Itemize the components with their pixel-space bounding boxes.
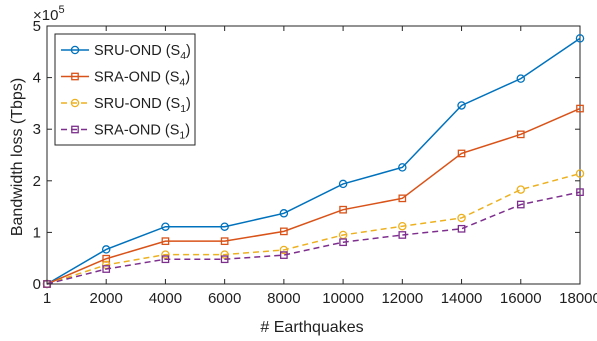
x-tick-label: 12000 [381, 290, 423, 307]
x-tick-label: 1 [43, 290, 51, 307]
data-point [516, 130, 525, 139]
legend: SRU-OND (S4) SRA-OND (S4) SRU-OND (S1) SRA-… [54, 33, 196, 146]
data-point [398, 194, 407, 203]
y-axis-label: Bandwidth loss (Tbps) [9, 78, 26, 236]
y-tick-label: 1 [33, 224, 41, 241]
data-point [398, 163, 407, 172]
legend-swatch-marker [71, 125, 79, 134]
legend-item: SRU-OND (S1) [61, 96, 191, 115]
y-exponent-label: ×105 [33, 4, 65, 24]
legend-item: SRU-OND (S4) [61, 43, 191, 62]
legend-label: SRA-OND (S4) [94, 70, 190, 89]
data-point [516, 185, 526, 194]
data-point [102, 265, 111, 273]
series-2 [43, 104, 584, 288]
legend-label: SRU-OND (S1) [94, 96, 191, 115]
data-point [575, 34, 585, 43]
series-4 [43, 188, 584, 288]
x-tick-label: 2000 [90, 290, 123, 307]
series-line [46, 37, 581, 285]
legend-swatch-marker [70, 98, 80, 108]
data-point [101, 245, 111, 254]
x-tick-label: 18000 [559, 290, 597, 307]
data-point [220, 237, 229, 246]
data-point [220, 222, 229, 231]
data-point [161, 255, 170, 264]
x-tick-label: 10000 [322, 290, 364, 307]
x-axis-label: # Earthquakes [260, 319, 363, 336]
x-tick-label: 8000 [267, 290, 300, 307]
legend-label: SRU-OND (S4) [94, 43, 191, 62]
y-tick-label: 0 [33, 276, 41, 293]
data-point [457, 149, 466, 158]
x-tick-label: 14000 [441, 290, 483, 307]
y-tick-label: 3 [33, 121, 41, 138]
y-tick-label: 2 [33, 173, 41, 190]
data-point [161, 237, 170, 246]
x-tick-label: 6000 [208, 290, 241, 307]
data-point [161, 250, 170, 259]
data-point [575, 169, 585, 178]
data-point [339, 205, 347, 214]
data-point [338, 179, 348, 189]
data-point [398, 231, 407, 239]
data-point [280, 251, 288, 259]
data-point [161, 222, 170, 231]
x-axis-ticks: 1 2000 4000 6000 8000 10000 12000 14000 16000 180… [43, 26, 597, 307]
y-axis-ticks: 0 1 2 3 4 5 [33, 18, 580, 293]
data-point [576, 104, 584, 113]
data-point [516, 200, 525, 209]
y-tick-label: 4 [33, 70, 41, 87]
data-point [576, 188, 584, 197]
data-point [457, 213, 466, 223]
series-line [46, 107, 581, 285]
series-line [46, 172, 581, 285]
x-tick-label: 16000 [500, 290, 542, 307]
data-point [398, 221, 407, 231]
data-point [516, 74, 526, 83]
data-point [457, 101, 466, 110]
legend-swatch-marker [70, 45, 80, 55]
series-line [46, 191, 581, 285]
legend-label: SRA-OND (S1) [94, 123, 190, 142]
series-1 [42, 34, 585, 289]
y-exponent-power: 5 [58, 4, 64, 16]
series-layer [42, 34, 585, 289]
legend-swatch-marker [71, 72, 79, 81]
data-point [280, 227, 288, 236]
data-point [220, 250, 229, 259]
data-point [279, 209, 289, 218]
x-tick-label: 4000 [149, 290, 182, 307]
series-3 [42, 169, 585, 289]
legend-item: SRA-OND (S4) [61, 70, 190, 89]
legend-item: SRA-OND (S1) [61, 123, 190, 142]
data-point [457, 224, 466, 233]
data-point [279, 245, 289, 255]
y-tick-label: 5 [33, 18, 41, 35]
data-point [339, 238, 347, 247]
data-point [220, 255, 229, 264]
